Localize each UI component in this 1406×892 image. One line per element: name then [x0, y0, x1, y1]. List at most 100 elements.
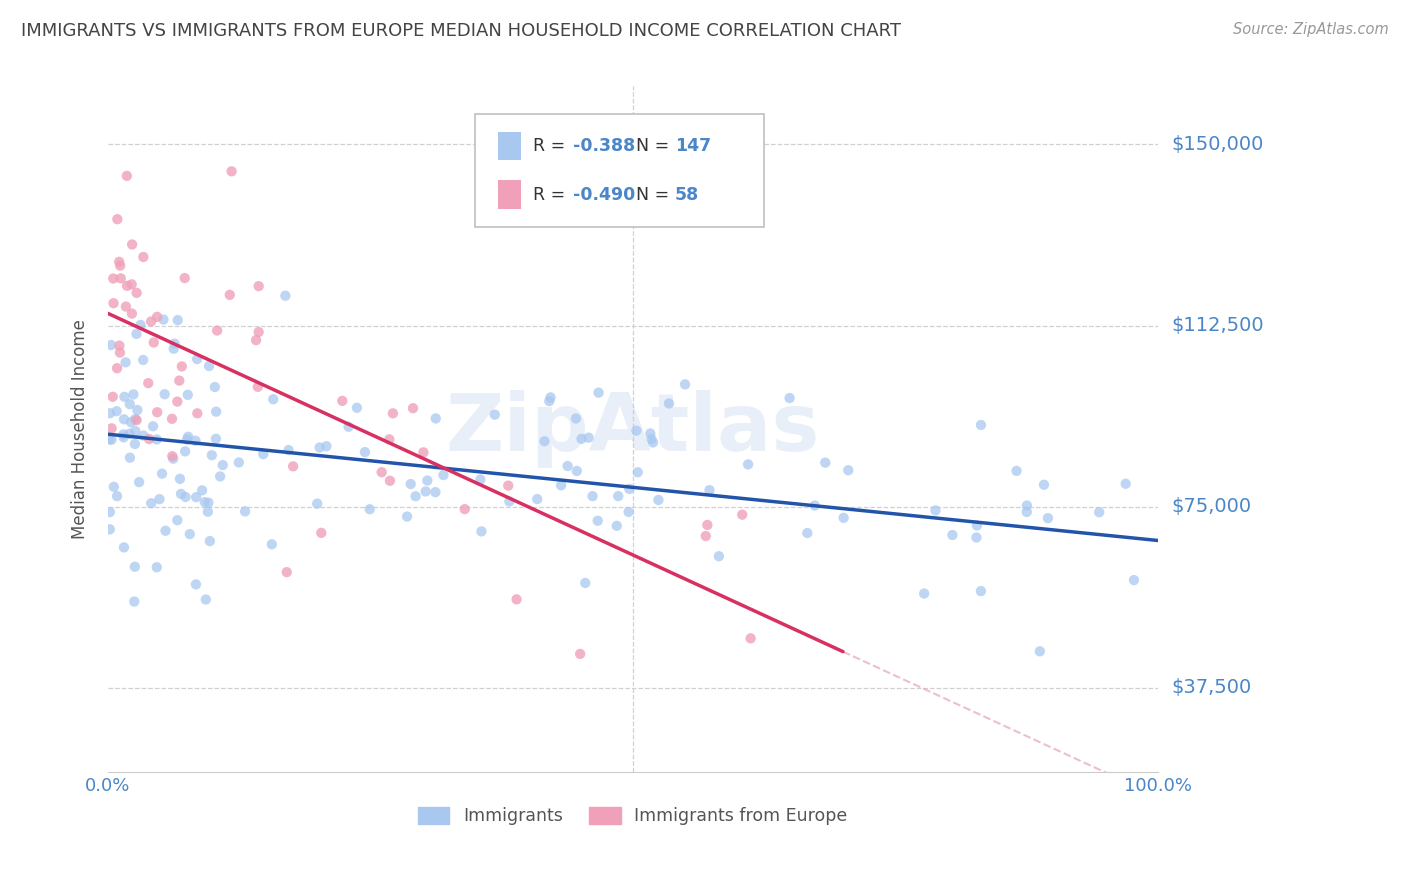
Point: [574, 576, 596, 591]
Point: [484, 408, 506, 422]
Point: [124, 437, 146, 451]
Point: [378, 474, 401, 488]
Point: [169, 374, 191, 388]
Point: [307, 497, 329, 511]
Point: [105, 361, 128, 376]
Point: [186, 406, 208, 420]
FancyBboxPatch shape: [498, 131, 520, 161]
Point: [581, 489, 603, 503]
Point: [100, 421, 122, 435]
Point: [740, 632, 762, 646]
Point: [565, 464, 588, 478]
Point: [115, 278, 138, 293]
Point: [132, 250, 155, 264]
Point: [412, 445, 434, 459]
Point: [108, 255, 131, 269]
Point: [277, 443, 299, 458]
Point: [557, 458, 579, 473]
Point: [205, 404, 228, 418]
Point: [146, 310, 169, 324]
Point: [138, 432, 160, 446]
Text: R =: R =: [533, 186, 571, 204]
Point: [125, 326, 148, 341]
Point: [308, 441, 330, 455]
Text: -0.388: -0.388: [574, 137, 636, 155]
Point: [197, 496, 219, 510]
Point: [103, 271, 125, 285]
Point: [177, 388, 200, 402]
Point: [112, 390, 135, 404]
Point: [98, 433, 121, 447]
Point: [166, 313, 188, 327]
Point: [970, 417, 993, 432]
Point: [218, 288, 240, 302]
Point: [142, 335, 165, 350]
Point: [924, 503, 946, 517]
Point: [197, 505, 219, 519]
Point: [432, 468, 454, 483]
Point: [100, 338, 122, 352]
Text: $112,500: $112,500: [1171, 316, 1264, 335]
Point: [619, 482, 641, 496]
Point: [186, 352, 208, 367]
Point: [381, 406, 404, 420]
Point: [246, 380, 269, 394]
Point: [731, 508, 754, 522]
Point: [526, 491, 548, 506]
Point: [262, 392, 284, 407]
Point: [696, 518, 718, 533]
Point: [129, 318, 152, 332]
Legend: Immigrants, Immigrants from Europe: Immigrants, Immigrants from Europe: [412, 800, 855, 832]
Point: [124, 424, 146, 438]
Point: [607, 489, 630, 503]
Point: [1115, 476, 1137, 491]
Point: [141, 496, 163, 510]
Point: [425, 485, 447, 500]
Point: [101, 390, 124, 404]
Point: [128, 475, 150, 490]
Point: [565, 411, 588, 425]
FancyBboxPatch shape: [498, 180, 520, 210]
Point: [150, 467, 173, 481]
Point: [538, 394, 561, 409]
Point: [550, 478, 572, 492]
Point: [1032, 477, 1054, 491]
Text: $150,000: $150,000: [1171, 135, 1264, 153]
Point: [803, 499, 825, 513]
Point: [155, 524, 177, 538]
Point: [814, 456, 837, 470]
Point: [330, 393, 353, 408]
Point: [470, 473, 492, 487]
Point: [626, 424, 648, 438]
Point: [1123, 573, 1146, 587]
Point: [416, 474, 439, 488]
Point: [209, 469, 232, 483]
Text: N =: N =: [636, 137, 675, 155]
Point: [170, 359, 193, 374]
Point: [122, 594, 145, 608]
Point: [1015, 499, 1038, 513]
Point: [578, 431, 600, 445]
Point: [125, 413, 148, 427]
Point: [396, 509, 419, 524]
Point: [496, 478, 519, 492]
Point: [139, 314, 162, 328]
Point: [121, 277, 143, 292]
Point: [346, 401, 368, 415]
Point: [186, 490, 208, 504]
Point: [145, 560, 167, 574]
Point: [201, 448, 224, 462]
Point: [191, 483, 214, 498]
Point: [198, 534, 221, 549]
Point: [204, 380, 226, 394]
Point: [166, 394, 188, 409]
Point: [211, 458, 233, 472]
Point: [115, 169, 138, 183]
Point: [247, 279, 270, 293]
Point: [941, 528, 963, 542]
Point: [105, 489, 128, 503]
Point: [405, 489, 427, 503]
Point: [311, 525, 333, 540]
Text: IMMIGRANTS VS IMMIGRANTS FROM EUROPE MEDIAN HOUSEHOLD INCOME CORRELATION CHART: IMMIGRANTS VS IMMIGRANTS FROM EUROPE MED…: [21, 22, 901, 40]
Point: [796, 526, 818, 541]
